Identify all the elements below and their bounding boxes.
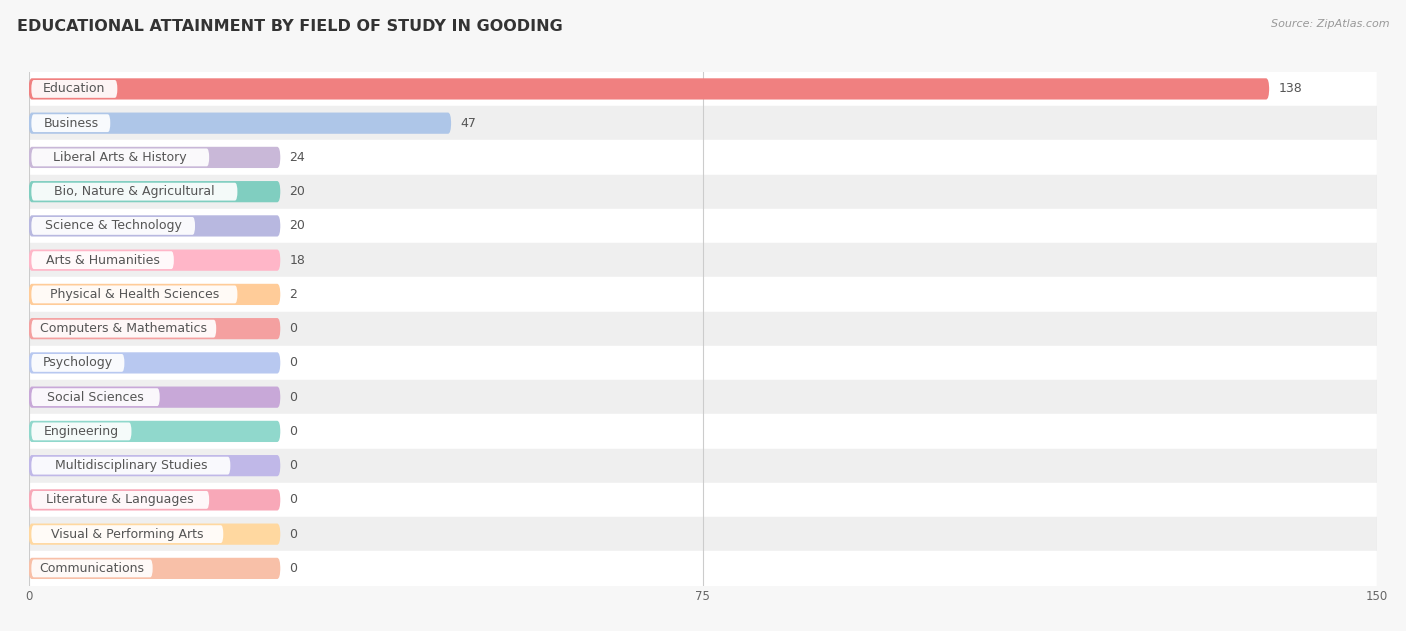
Text: Psychology: Psychology [42, 357, 112, 369]
FancyBboxPatch shape [28, 318, 280, 339]
FancyBboxPatch shape [31, 285, 238, 304]
FancyBboxPatch shape [31, 525, 224, 543]
Bar [28, 551, 1376, 586]
FancyBboxPatch shape [28, 215, 280, 237]
Text: Bio, Nature & Agricultural: Bio, Nature & Agricultural [53, 185, 215, 198]
Text: Science & Technology: Science & Technology [45, 220, 181, 232]
FancyBboxPatch shape [28, 558, 280, 579]
Text: 0: 0 [290, 425, 297, 438]
FancyBboxPatch shape [31, 491, 209, 509]
FancyBboxPatch shape [31, 80, 117, 98]
FancyBboxPatch shape [28, 352, 280, 374]
FancyBboxPatch shape [31, 217, 195, 235]
Text: 47: 47 [460, 117, 477, 129]
Bar [28, 415, 1376, 449]
Text: 20: 20 [290, 220, 305, 232]
FancyBboxPatch shape [28, 455, 280, 476]
Bar [28, 106, 1376, 140]
Text: Business: Business [44, 117, 98, 129]
FancyBboxPatch shape [31, 457, 231, 475]
Text: 18: 18 [290, 254, 305, 267]
Bar [28, 72, 1376, 106]
FancyBboxPatch shape [31, 560, 153, 577]
FancyBboxPatch shape [31, 114, 110, 132]
Text: Liberal Arts & History: Liberal Arts & History [53, 151, 187, 164]
FancyBboxPatch shape [28, 147, 280, 168]
FancyBboxPatch shape [31, 251, 174, 269]
Text: Literature & Languages: Literature & Languages [46, 493, 194, 507]
FancyBboxPatch shape [28, 421, 280, 442]
Bar [28, 243, 1376, 277]
Text: Engineering: Engineering [44, 425, 120, 438]
Text: 0: 0 [290, 391, 297, 404]
Bar [28, 449, 1376, 483]
FancyBboxPatch shape [31, 388, 160, 406]
Text: Education: Education [44, 83, 105, 95]
Text: 138: 138 [1278, 83, 1302, 95]
Bar [28, 517, 1376, 551]
Text: Computers & Mathematics: Computers & Mathematics [41, 322, 207, 335]
Text: 20: 20 [290, 185, 305, 198]
FancyBboxPatch shape [28, 284, 280, 305]
Bar [28, 483, 1376, 517]
Text: 24: 24 [290, 151, 305, 164]
Bar [28, 175, 1376, 209]
FancyBboxPatch shape [28, 249, 280, 271]
FancyBboxPatch shape [28, 387, 280, 408]
Bar [28, 346, 1376, 380]
Bar [28, 312, 1376, 346]
Text: 0: 0 [290, 528, 297, 541]
Text: 0: 0 [290, 493, 297, 507]
FancyBboxPatch shape [31, 423, 132, 440]
FancyBboxPatch shape [28, 78, 1270, 100]
FancyBboxPatch shape [28, 524, 280, 545]
Text: 0: 0 [290, 459, 297, 472]
Text: 2: 2 [290, 288, 297, 301]
FancyBboxPatch shape [31, 148, 209, 167]
Text: 0: 0 [290, 357, 297, 369]
Text: Arts & Humanities: Arts & Humanities [45, 254, 159, 267]
FancyBboxPatch shape [31, 354, 125, 372]
Text: Communications: Communications [39, 562, 145, 575]
Text: 0: 0 [290, 562, 297, 575]
Text: Source: ZipAtlas.com: Source: ZipAtlas.com [1271, 19, 1389, 29]
Bar [28, 140, 1376, 175]
Bar [28, 380, 1376, 415]
Text: Social Sciences: Social Sciences [48, 391, 143, 404]
FancyBboxPatch shape [31, 183, 238, 201]
Text: EDUCATIONAL ATTAINMENT BY FIELD OF STUDY IN GOODING: EDUCATIONAL ATTAINMENT BY FIELD OF STUDY… [17, 19, 562, 34]
FancyBboxPatch shape [31, 320, 217, 338]
FancyBboxPatch shape [28, 181, 280, 203]
FancyBboxPatch shape [28, 489, 280, 510]
Text: Visual & Performing Arts: Visual & Performing Arts [51, 528, 204, 541]
Text: 0: 0 [290, 322, 297, 335]
Text: Physical & Health Sciences: Physical & Health Sciences [49, 288, 219, 301]
Bar [28, 277, 1376, 312]
Bar [28, 209, 1376, 243]
FancyBboxPatch shape [28, 112, 451, 134]
Text: Multidisciplinary Studies: Multidisciplinary Studies [55, 459, 207, 472]
